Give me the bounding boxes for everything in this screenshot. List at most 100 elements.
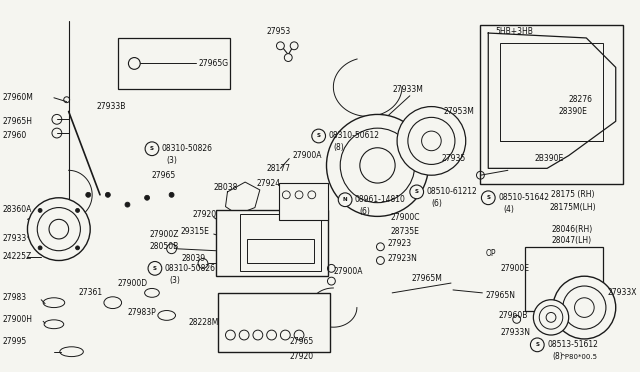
Text: 27933: 27933 <box>3 234 27 243</box>
Circle shape <box>295 191 303 199</box>
Circle shape <box>308 191 316 199</box>
Text: 08513-51612: 08513-51612 <box>547 340 598 349</box>
Text: (8): (8) <box>333 143 344 152</box>
Text: 27933N: 27933N <box>500 328 530 337</box>
Text: ^P80*00.5: ^P80*00.5 <box>559 354 597 360</box>
Circle shape <box>481 191 495 205</box>
Circle shape <box>546 312 556 322</box>
Text: 27933M: 27933M <box>392 86 423 94</box>
Text: 28177: 28177 <box>267 164 291 173</box>
Bar <box>525 247 603 311</box>
Bar <box>218 293 330 352</box>
Text: 28046(RH): 28046(RH) <box>551 225 592 234</box>
Text: 27900H: 27900H <box>3 315 33 324</box>
Text: 27900A: 27900A <box>333 267 363 276</box>
Text: 27965G: 27965G <box>198 59 228 68</box>
Circle shape <box>86 192 91 197</box>
Text: 27920: 27920 <box>192 210 216 219</box>
Text: 27965: 27965 <box>289 337 314 346</box>
Text: 2B390E: 2B390E <box>534 154 564 163</box>
Circle shape <box>38 246 42 250</box>
Text: 27900A: 27900A <box>292 151 322 160</box>
Text: 27920: 27920 <box>289 352 314 361</box>
Circle shape <box>267 330 276 340</box>
Text: 28039: 28039 <box>181 254 205 263</box>
Text: 08961-14810: 08961-14810 <box>355 195 406 204</box>
Circle shape <box>76 246 79 250</box>
Text: 28050B: 28050B <box>149 242 179 251</box>
Text: (6): (6) <box>360 207 371 216</box>
Circle shape <box>397 107 466 175</box>
Text: 27960B: 27960B <box>498 311 527 320</box>
Ellipse shape <box>158 311 175 320</box>
Circle shape <box>553 276 616 339</box>
Text: 28390E: 28390E <box>559 107 588 116</box>
Circle shape <box>340 128 415 203</box>
Text: 08310-50826: 08310-50826 <box>162 144 212 153</box>
Text: 27900C: 27900C <box>390 213 420 222</box>
Text: 5HB+3HB: 5HB+3HB <box>495 26 533 36</box>
Bar <box>280 183 328 220</box>
Text: 27965: 27965 <box>152 171 176 180</box>
Circle shape <box>276 42 284 50</box>
Text: 28175 (RH): 28175 (RH) <box>551 190 595 199</box>
Text: 27900D: 27900D <box>118 279 148 288</box>
Bar <box>247 239 314 263</box>
Circle shape <box>408 118 455 164</box>
Circle shape <box>282 191 290 199</box>
Text: (4): (4) <box>503 205 514 214</box>
Text: 27361: 27361 <box>79 288 102 297</box>
Text: (3): (3) <box>170 276 180 285</box>
Circle shape <box>410 185 424 199</box>
Text: S: S <box>415 189 419 195</box>
Text: 27983: 27983 <box>3 293 27 302</box>
Circle shape <box>540 306 563 329</box>
Circle shape <box>239 330 249 340</box>
Circle shape <box>294 330 304 340</box>
Circle shape <box>28 198 90 260</box>
Text: 08310-50612: 08310-50612 <box>328 131 380 141</box>
Text: S: S <box>486 195 490 200</box>
Circle shape <box>148 262 162 275</box>
Bar <box>118 38 230 89</box>
Circle shape <box>339 193 352 206</box>
Text: 28047(LH): 28047(LH) <box>551 237 591 246</box>
Text: 27953M: 27953M <box>443 107 474 116</box>
Circle shape <box>290 42 298 50</box>
Text: 27933X: 27933X <box>608 288 637 297</box>
Text: (8): (8) <box>552 352 563 361</box>
Bar <box>240 214 321 271</box>
Text: 27923: 27923 <box>387 239 412 248</box>
Text: 28360A: 28360A <box>3 205 32 214</box>
Text: 27965H: 27965H <box>3 117 33 126</box>
Circle shape <box>145 195 150 200</box>
Circle shape <box>280 330 290 340</box>
Circle shape <box>225 330 236 340</box>
Circle shape <box>531 338 544 352</box>
Text: (6): (6) <box>431 199 442 208</box>
Circle shape <box>563 286 606 329</box>
Circle shape <box>169 192 174 197</box>
Text: 27965N: 27965N <box>485 291 515 300</box>
Circle shape <box>360 148 395 183</box>
Text: 08510-61212: 08510-61212 <box>426 187 477 196</box>
Text: 29315E: 29315E <box>180 227 209 235</box>
Circle shape <box>125 202 130 207</box>
Circle shape <box>533 300 569 335</box>
Text: 28228M: 28228M <box>188 318 219 327</box>
Text: 24225Z: 24225Z <box>3 252 32 261</box>
Text: 08310-50826: 08310-50826 <box>164 264 216 273</box>
Text: 28276: 28276 <box>569 95 593 104</box>
Text: 27960: 27960 <box>3 131 27 140</box>
Text: 27995: 27995 <box>3 337 27 346</box>
Circle shape <box>575 298 594 317</box>
Text: 28175M(LH): 28175M(LH) <box>549 203 596 212</box>
Text: 27923N: 27923N <box>387 254 417 263</box>
Text: 27960M: 27960M <box>3 93 34 102</box>
Text: 27965M: 27965M <box>412 274 443 283</box>
Text: S: S <box>535 342 540 347</box>
Circle shape <box>38 208 42 212</box>
Text: (3): (3) <box>166 156 177 165</box>
Circle shape <box>284 54 292 61</box>
Text: 27900E: 27900E <box>500 264 529 273</box>
